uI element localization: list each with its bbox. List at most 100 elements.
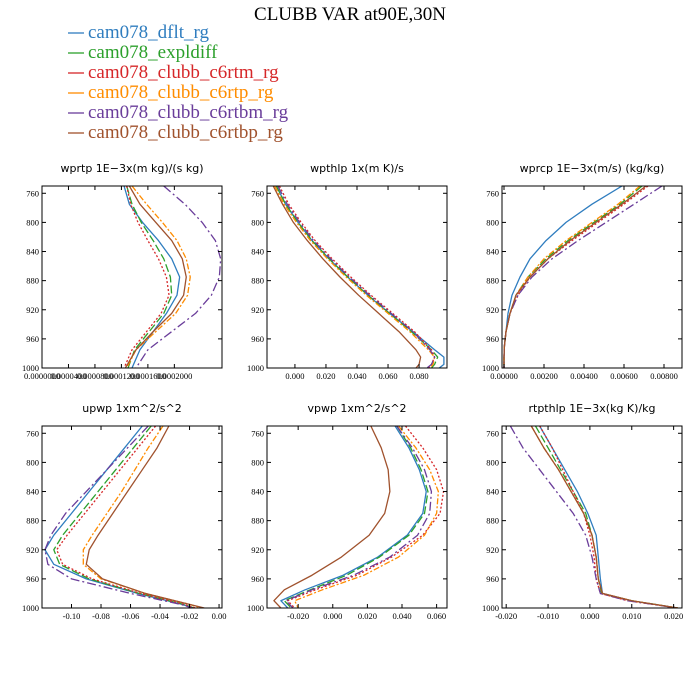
panel-title: wpthlp 1x(m K)/s (310, 162, 404, 175)
y-tick-label: 920 (251, 545, 264, 555)
plot-frame (266, 185, 448, 369)
series-line-2 (503, 186, 643, 368)
panel-2: wpthlp 1x(m K)/s 760 800 840 880 920 960 1000 0.… (247, 162, 448, 381)
series-line-5 (285, 426, 433, 608)
series-line-3 (56, 426, 196, 608)
y-tick-label: 960 (26, 334, 39, 344)
y-tick-label: 760 (26, 428, 39, 438)
x-tick-label: 0.060 (378, 371, 397, 381)
y-tick-label: 840 (26, 487, 39, 497)
y-tick-label: 920 (486, 545, 499, 555)
x-tick-label: 0.040 (392, 611, 411, 621)
x-tick-label: 0.00000 (490, 371, 518, 381)
panels: wprtp 1E−3x(m kg)/(s kg) 760 800 840 880 920 9… (22, 162, 683, 621)
y-tick-label: 960 (486, 334, 499, 344)
y-tick-label: 880 (486, 276, 499, 286)
panel-title: wprcp 1E−3x(m/s) (kg/kg) (520, 162, 665, 175)
y-tick-label: 920 (26, 305, 39, 315)
y-tick-label: 920 (26, 545, 39, 555)
y-tick-label: 1000 (482, 363, 499, 373)
series-line-2 (53, 426, 195, 608)
x-tick-label: -0.10 (63, 611, 81, 621)
legend: cam078_dflt_rgcam078_expldiffcam078_club… (68, 22, 289, 143)
y-tick-label: 760 (251, 188, 264, 198)
series-line-6 (503, 186, 647, 368)
x-tick-label: -0.020 (495, 611, 517, 621)
panel-3: wprcp 1E−3x(m/s) (kg/kg) 760 800 840 880 920 9… (482, 162, 683, 381)
series-line-5 (44, 426, 193, 608)
x-tick-label: 0.00 (212, 611, 227, 621)
legend-label: cam078_clubb_c6rtbm_rg (88, 102, 289, 123)
series-line-2 (126, 186, 173, 368)
y-tick-label: 880 (486, 516, 499, 526)
figure-title: CLUBB VAR at90E,30N (254, 4, 446, 25)
x-tick-label: 0.0002000 (156, 371, 192, 381)
panel-6: rtpthlp 1E−3x(kg K)/kg 760 800 840 880 920 960… (482, 402, 683, 621)
legend-label: cam078_clubb_c6rtp_rg (88, 82, 274, 103)
series-line-4 (294, 426, 440, 608)
x-tick-label: 0.000 (285, 371, 304, 381)
x-tick-label: 0.020 (316, 371, 335, 381)
series-line-4 (530, 426, 678, 608)
x-tick-label: 0.000 (323, 611, 342, 621)
x-tick-label: -0.010 (537, 611, 559, 621)
x-tick-label: 0.0000800 (77, 371, 113, 381)
legend-label: cam078_expldiff (88, 42, 218, 63)
series-line-1 (539, 426, 678, 608)
plot-frame (41, 185, 223, 369)
plot-frame (501, 425, 683, 609)
y-tick-label: 920 (251, 305, 264, 315)
series-line-1 (44, 426, 193, 608)
x-tick-label: 0.020 (358, 611, 377, 621)
panel-5: vpwp 1xm^2/s^2 760 800 840 880 920 960 1000 -0.0… (247, 402, 448, 621)
series-line-3 (539, 426, 678, 608)
y-tick-label: 880 (251, 516, 264, 526)
panel-1: wprtp 1E−3x(m kg)/(s kg) 760 800 840 880 920 9… (22, 162, 223, 381)
y-tick-label: 800 (486, 217, 499, 227)
y-tick-label: 840 (486, 487, 499, 497)
x-tick-label: 0.0001200 (103, 371, 139, 381)
x-tick-label: 0.080 (410, 371, 429, 381)
panel-title: rtpthlp 1E−3x(kg K)/kg (528, 402, 655, 415)
series-line-4 (274, 186, 436, 368)
y-tick-label: 760 (486, 428, 499, 438)
series-line-6 (124, 186, 187, 368)
y-tick-label: 800 (486, 457, 499, 467)
y-tick-label: 840 (486, 247, 499, 257)
series-line-2 (275, 186, 439, 368)
x-tick-label: 0.000 (580, 611, 599, 621)
x-tick-label: 0.00400 (570, 371, 598, 381)
x-tick-label: 0.00200 (530, 371, 558, 381)
x-tick-label: -0.020 (287, 611, 309, 621)
legend-label: cam078_clubb_c6rtm_rg (88, 62, 279, 83)
y-tick-label: 920 (486, 305, 499, 315)
series-line-4 (503, 186, 641, 368)
series-line-4 (126, 186, 191, 368)
series-line-5 (509, 426, 678, 608)
x-tick-label: -0.02 (181, 611, 199, 621)
y-tick-label: 800 (251, 457, 264, 467)
series-line-3 (503, 186, 649, 368)
series-line-6 (530, 426, 678, 608)
panel-4: upwp 1xm^2/s^2 760 800 840 880 920 960 1000 -0.1… (22, 402, 226, 621)
legend-label: cam078_dflt_rg (88, 22, 210, 43)
y-tick-label: 1000 (482, 603, 499, 613)
y-tick-label: 1000 (22, 603, 39, 613)
panel-title: wprtp 1E−3x(m kg)/(s kg) (61, 162, 204, 175)
panel-title: vpwp 1xm^2/s^2 (307, 402, 406, 415)
y-tick-label: 760 (26, 188, 39, 198)
y-tick-label: 960 (26, 574, 39, 584)
x-tick-label: 0.0000000 (24, 371, 60, 381)
y-tick-label: 760 (486, 188, 499, 198)
y-tick-label: 880 (26, 276, 39, 286)
series-line-3 (278, 186, 436, 368)
y-tick-label: 840 (251, 247, 264, 257)
series-line-5 (503, 186, 663, 368)
x-tick-label: -0.06 (122, 611, 140, 621)
x-tick-label: -0.08 (92, 611, 110, 621)
series-line-3 (123, 186, 170, 368)
y-tick-label: 880 (251, 276, 264, 286)
legend-label: cam078_clubb_c6rtbp_rg (88, 122, 283, 143)
series-line-4 (82, 426, 202, 608)
